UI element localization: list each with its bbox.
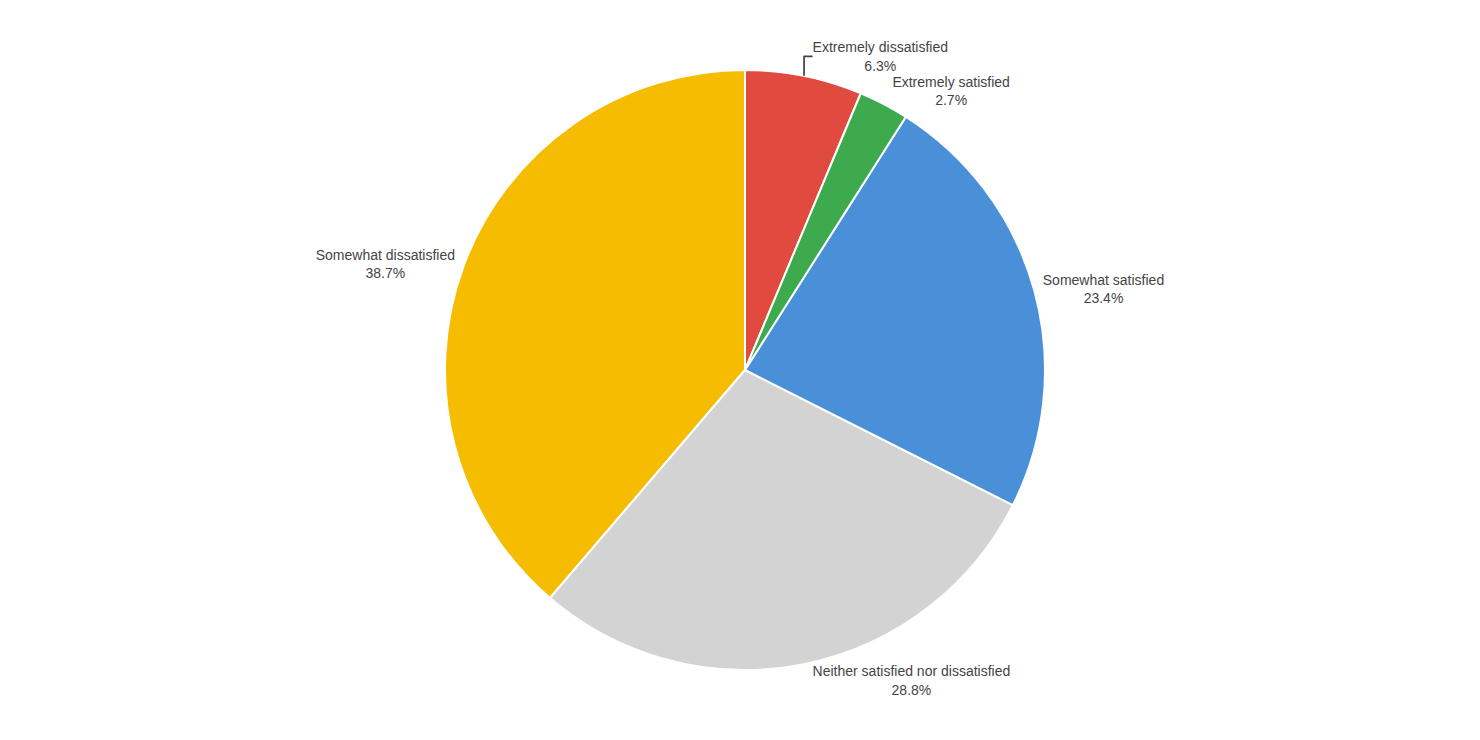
svg-text:Somewhat satisfied23.4%: Somewhat satisfied23.4% [1043, 272, 1164, 306]
svg-text:Extremely satisfied2.7%: Extremely satisfied2.7% [892, 74, 1009, 108]
svg-text:Somewhat dissatisfied38.7%: Somewhat dissatisfied38.7% [316, 247, 455, 281]
svg-text:Neither satisfied nor dissatis: Neither satisfied nor dissatisfied28.8% [813, 663, 1011, 697]
svg-text:Extremely dissatisfied6.3%: Extremely dissatisfied6.3% [813, 39, 948, 73]
